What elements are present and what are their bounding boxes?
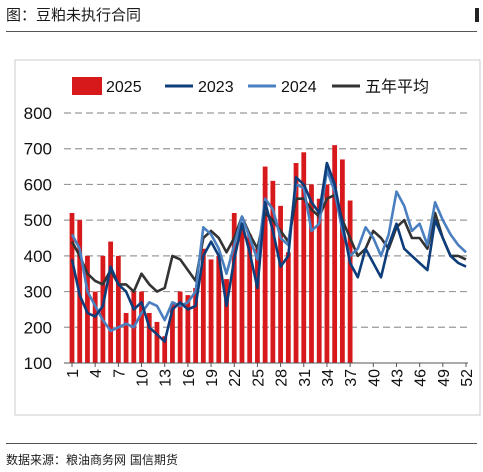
- y-tick-label-100: 100: [24, 354, 52, 373]
- header-edge-mark: [475, 8, 479, 22]
- bar-2025-week-31: [301, 152, 307, 363]
- bar-2025-week-16: [185, 295, 191, 363]
- bar-2025-week-6: [108, 241, 114, 363]
- footer-divider: [6, 443, 477, 444]
- source-note: 数据来源：粮油商务网 国信期货: [6, 453, 178, 467]
- x-tick-label-49: 49: [436, 369, 453, 387]
- bar-2025-week-36: [339, 159, 345, 363]
- bar-2025-week-15: [177, 291, 183, 363]
- legend: 2025 2023 2024 五年平均: [72, 77, 429, 96]
- bar-2025-week-23: [239, 227, 245, 363]
- bar-2025-week-11: [146, 313, 152, 363]
- x-tick-label-16: 16: [181, 369, 198, 387]
- x-tick-label-10: 10: [135, 369, 152, 387]
- bar-2025-week-10: [139, 291, 144, 363]
- bar-2025-week-26: [262, 166, 268, 363]
- bar-2025-week-29: [285, 252, 291, 363]
- bar-2025-week-12: [154, 321, 160, 363]
- line-series-2023: [70, 161, 467, 343]
- chart: 100 200 300 400 500 600 700 800 1 4 7 10 13 16 19 22 25 2…: [14, 59, 481, 416]
- bar-2025-week-33: [316, 198, 322, 363]
- bar-2025-week-35: [332, 145, 338, 363]
- bar-2025-week-19: [208, 259, 214, 363]
- figure-title: 图：豆粕未执行合同: [6, 6, 142, 24]
- y-tick-label-300: 300: [24, 283, 52, 302]
- y-tick-label-400: 400: [24, 247, 52, 266]
- bar-2025-week-27: [270, 180, 276, 363]
- bar-2025-week-14: [170, 304, 175, 363]
- legend-label-2023: 2023: [198, 79, 234, 96]
- bar-2025-week-3: [85, 255, 90, 363]
- x-tick-label-43: 43: [389, 369, 406, 387]
- x-tick-label-19: 19: [204, 369, 221, 387]
- y-tick-label-200: 200: [24, 318, 52, 337]
- bar-2025-week-18: [200, 248, 206, 363]
- chart-frame: [14, 59, 481, 416]
- x-tick-label-31: 31: [297, 369, 314, 387]
- x-tick-label-28: 28: [274, 369, 291, 387]
- axes: 100 200 300 400 500 600 700 800 1 4 7 10 13 16 19 22 25 2…: [24, 104, 476, 387]
- bar-2025-week-17: [193, 288, 199, 363]
- x-tick-label-37: 37: [343, 369, 360, 387]
- x-tick-label-34: 34: [320, 369, 337, 387]
- bar-2025-week-20: [216, 255, 222, 363]
- line-series-group: [70, 161, 467, 343]
- bar-2025-week-30: [293, 163, 299, 363]
- bar-2025-week-1: [69, 213, 75, 363]
- legend-label-五年平均: 五年平均: [365, 78, 429, 96]
- y-tick-label-500: 500: [24, 211, 52, 230]
- bar-2025-week-25: [255, 248, 260, 363]
- bar-2025-week-32: [309, 184, 314, 363]
- bar-2025-week-7: [115, 255, 121, 363]
- y-tick-label-800: 800: [24, 104, 52, 123]
- bar-2025-week-21: [224, 279, 229, 363]
- bar-2025-week-5: [100, 255, 106, 363]
- x-tick-label-1: 1: [65, 369, 82, 378]
- line-series-五年平均: [70, 193, 467, 293]
- x-tick-label-13: 13: [158, 369, 175, 387]
- x-tick-label-46: 46: [413, 369, 430, 387]
- x-tick-label-7: 7: [111, 369, 128, 378]
- x-tick-label-40: 40: [366, 369, 383, 387]
- bar-2025-week-28: [278, 205, 283, 363]
- bar-2025-week-8: [123, 313, 129, 363]
- x-tick-label-4: 4: [88, 369, 105, 378]
- bar-2025-week-4: [92, 291, 98, 363]
- bar-series-2025: [69, 145, 353, 363]
- x-tick-label-25: 25: [250, 369, 267, 387]
- bar-2025-week-24: [247, 234, 253, 363]
- line-series-2024: [70, 168, 467, 333]
- bar-2025-week-37: [347, 200, 353, 363]
- x-tick-label-52: 52: [459, 369, 476, 387]
- y-tick-label-700: 700: [24, 140, 52, 159]
- bar-2025-week-22: [231, 213, 237, 363]
- y-tick-label-600: 600: [24, 175, 52, 194]
- bar-2025-week-34: [324, 184, 330, 363]
- x-tick-label-22: 22: [227, 369, 244, 387]
- legend-label-2024: 2024: [281, 79, 317, 96]
- bar-2025-week-13: [162, 336, 168, 363]
- legend-label-2025: 2025: [106, 79, 142, 96]
- header-divider: [6, 31, 477, 32]
- legend-swatch-2025: [72, 77, 102, 95]
